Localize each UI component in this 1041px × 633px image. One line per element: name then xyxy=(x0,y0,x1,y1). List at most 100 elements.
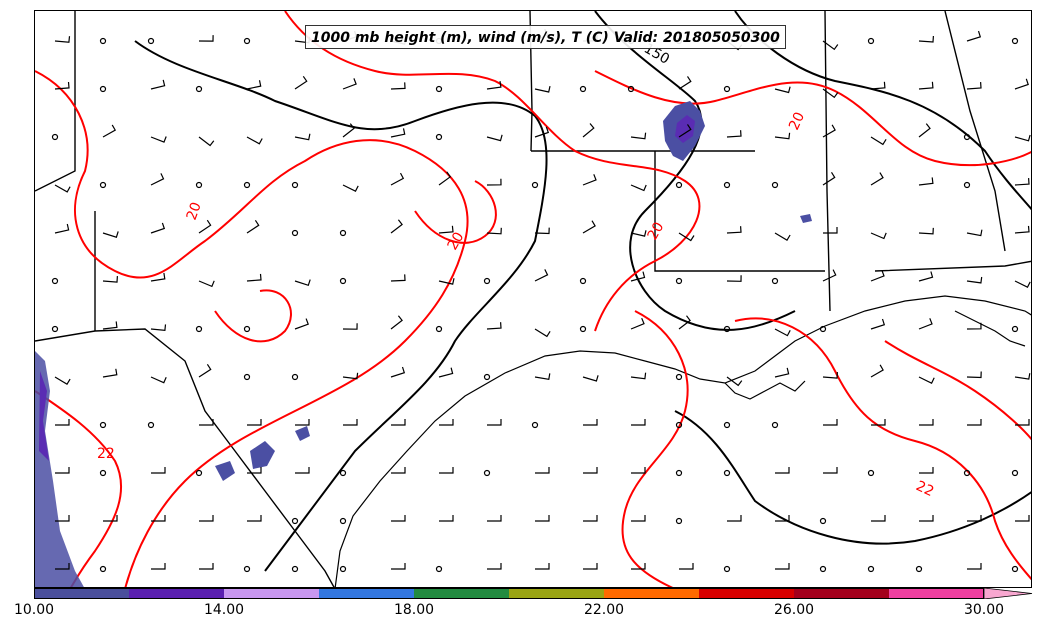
calm-wind-marker xyxy=(915,565,923,573)
wind-barb xyxy=(870,318,886,330)
wind-barb xyxy=(678,232,695,242)
calm-wind-marker xyxy=(483,373,491,381)
wind-barb xyxy=(391,467,406,474)
wind-barb xyxy=(55,563,70,570)
wind-barb xyxy=(199,563,214,570)
wind-barb xyxy=(726,226,742,234)
wind-barb xyxy=(199,515,214,522)
wind-barb xyxy=(583,563,598,570)
wind-barb xyxy=(822,88,839,99)
wind-barb xyxy=(1014,178,1030,186)
calm-wind-marker xyxy=(771,277,779,285)
wind-barb xyxy=(198,219,212,234)
map-title: 1000 mb height (m), wind (m/s), T (C) Va… xyxy=(305,25,786,49)
calm-wind-marker xyxy=(963,133,971,141)
wind-barb xyxy=(966,322,982,330)
calm-wind-marker xyxy=(627,85,635,93)
wind-barb xyxy=(438,171,452,186)
precipitation-shading xyxy=(35,101,812,587)
calm-wind-marker xyxy=(435,565,443,573)
wind-barb xyxy=(151,515,166,522)
colorbar-tick-label: 30.00 xyxy=(963,602,1005,618)
wind-barb xyxy=(823,227,838,234)
wind-barb xyxy=(631,467,646,474)
wind-barb xyxy=(918,318,933,330)
wind-barb xyxy=(967,419,982,426)
wind-barb xyxy=(198,280,215,288)
calm-wind-marker xyxy=(195,181,203,189)
state-borders xyxy=(35,11,1031,587)
wind-barb xyxy=(390,366,406,378)
wind-barb xyxy=(535,467,550,474)
wind-barb xyxy=(919,515,934,522)
wind-barb xyxy=(678,124,692,138)
calm-wind-marker xyxy=(867,469,875,477)
calm-wind-marker xyxy=(51,133,59,141)
colorbar-segment xyxy=(224,588,319,599)
wind-barb xyxy=(1015,515,1030,522)
calm-wind-marker xyxy=(243,565,251,573)
wind-barb xyxy=(822,40,839,51)
wind-barb xyxy=(150,376,167,384)
wind-barb xyxy=(198,35,214,42)
wind-barb xyxy=(55,515,70,522)
wind-barb xyxy=(534,85,551,93)
calm-wind-marker xyxy=(147,421,155,429)
wind-barb xyxy=(295,419,310,426)
wind-barb xyxy=(966,30,982,42)
map-canvas: 150 20 20 20 22 22 20 xyxy=(35,11,1031,587)
wind-barb xyxy=(870,232,887,240)
wind-barb xyxy=(774,367,790,378)
wind-barb xyxy=(630,317,645,330)
wind-barb xyxy=(774,328,791,337)
map-panel: 150 20 20 20 22 22 20 1000 mb height (m)… xyxy=(34,10,1032,588)
wind-barb xyxy=(870,270,885,282)
calm-wind-marker xyxy=(723,421,731,429)
wind-barb xyxy=(438,225,454,234)
wind-barb xyxy=(678,315,691,330)
wind-barb xyxy=(774,132,791,140)
wind-barb xyxy=(1014,280,1031,289)
calm-wind-marker xyxy=(675,277,683,285)
calm-wind-marker xyxy=(675,469,683,477)
wind-barb xyxy=(198,136,215,147)
calm-wind-marker xyxy=(819,325,827,333)
wind-barb xyxy=(150,173,165,186)
colorbar-segment xyxy=(509,588,604,599)
wind-barb xyxy=(247,419,262,426)
wind-barb xyxy=(294,75,308,90)
wind-barb xyxy=(486,178,502,186)
wind-barb xyxy=(102,368,118,378)
wind-barb xyxy=(438,278,455,285)
wind-barb xyxy=(439,515,454,522)
colorbar-segment xyxy=(129,588,224,599)
wind-barb xyxy=(823,467,838,474)
wind-barb xyxy=(582,375,599,382)
colorbar xyxy=(34,588,1033,599)
calm-wind-marker xyxy=(291,517,299,525)
wind-barb xyxy=(535,563,550,570)
wind-barb xyxy=(870,364,884,378)
wind-barb xyxy=(534,373,551,380)
calm-wind-marker xyxy=(99,565,107,573)
wind-barb xyxy=(775,467,790,474)
calm-wind-marker xyxy=(483,469,491,477)
wind-barb xyxy=(919,467,934,474)
calm-wind-marker xyxy=(963,181,971,189)
colorbar-segment xyxy=(889,588,984,599)
wind-barb xyxy=(246,80,262,90)
calm-wind-marker xyxy=(99,85,107,93)
wind-barb xyxy=(486,227,502,235)
calm-wind-marker xyxy=(51,277,59,285)
wind-barb xyxy=(342,78,357,90)
wind-barb xyxy=(102,231,119,238)
wind-barb xyxy=(391,515,406,522)
wind-barb xyxy=(775,563,790,570)
wind-barb xyxy=(918,123,931,138)
wind-barb xyxy=(822,171,836,186)
calm-wind-marker xyxy=(99,469,107,477)
wind-barb xyxy=(246,219,260,234)
wind-barb xyxy=(1014,373,1031,380)
calm-wind-marker xyxy=(675,517,683,525)
calm-wind-marker xyxy=(579,277,587,285)
